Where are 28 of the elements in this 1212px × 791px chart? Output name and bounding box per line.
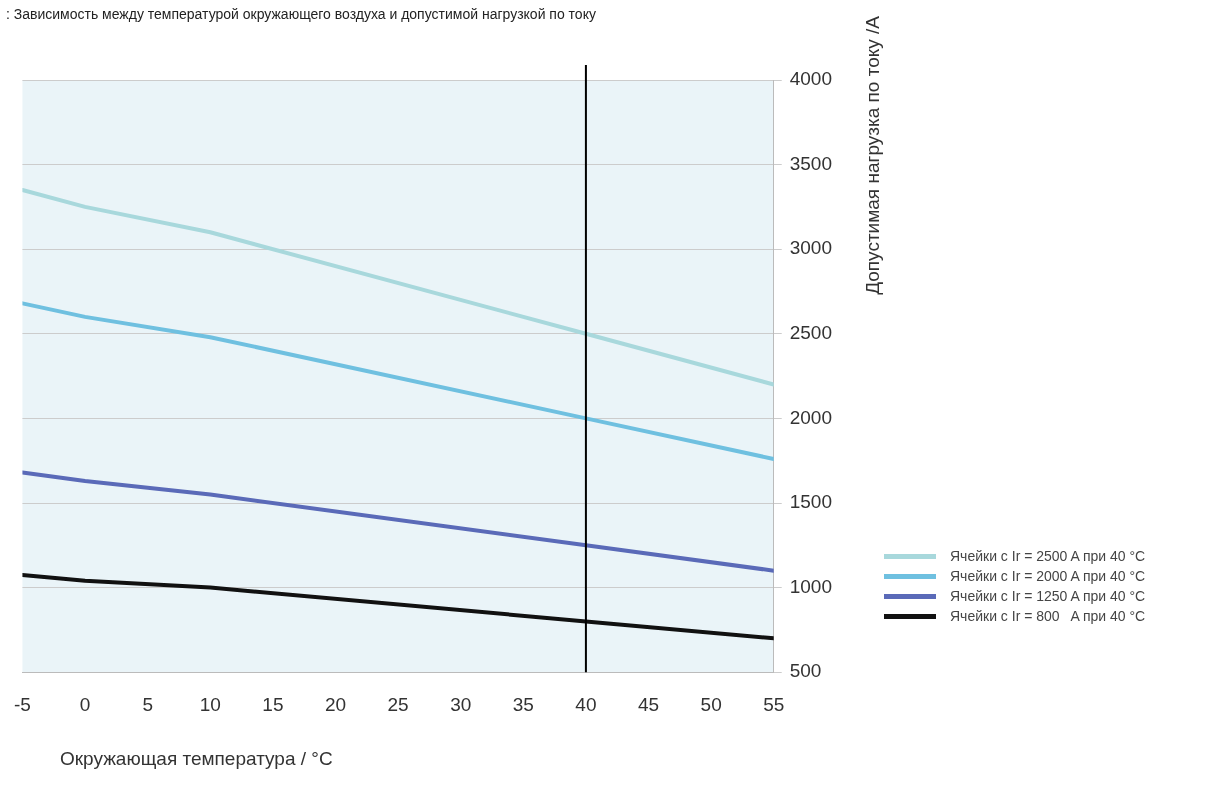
legend-label: Ячейки с Ir = 1250 A при 40 °C [950,588,1146,604]
x-tick-label: 40 [575,693,597,715]
x-tick-label: 55 [763,693,785,715]
chart-title: : Зависимость между температурой окружающего воздуха и допустимой нагрузкой по току [6,6,596,22]
x-axis-title: Окружающая температура / °C [60,748,333,770]
legend-label: Ячейки с Ir = 800 A при 40 °C [950,608,1146,624]
legend-label: Ячейки с Ir = 2000 A при 40 °C [950,568,1146,584]
x-tick-label: 5 [142,693,153,715]
y-tick-label: 2000 [789,406,833,428]
y-tick-label: 2500 [789,322,833,344]
y-tick-label: 4000 [789,68,833,90]
y-axis-title: Допустимая нагрузка по току /A [862,16,884,295]
legend-label: Ячейки с Ir = 2500 A при 40 °C [950,548,1146,564]
y-tick-label: 3000 [789,237,833,259]
x-tick-label: 15 [262,693,284,715]
y-tick-label: 3500 [789,152,833,174]
x-tick-label: 30 [450,693,472,715]
x-tick-label: 35 [512,693,534,715]
x-tick-label: 20 [324,693,347,715]
x-tick-label: 45 [637,693,660,715]
y-tick-label: 500 [789,660,822,682]
x-tick-label: 10 [199,693,221,715]
y-tick-label: 1500 [789,491,833,513]
x-tick-label: -5 [13,693,31,715]
x-tick-label: 50 [700,693,722,715]
x-tick-label: 25 [387,693,409,715]
x-tick-label: 0 [79,693,91,715]
y-tick-label: 1000 [789,575,833,597]
